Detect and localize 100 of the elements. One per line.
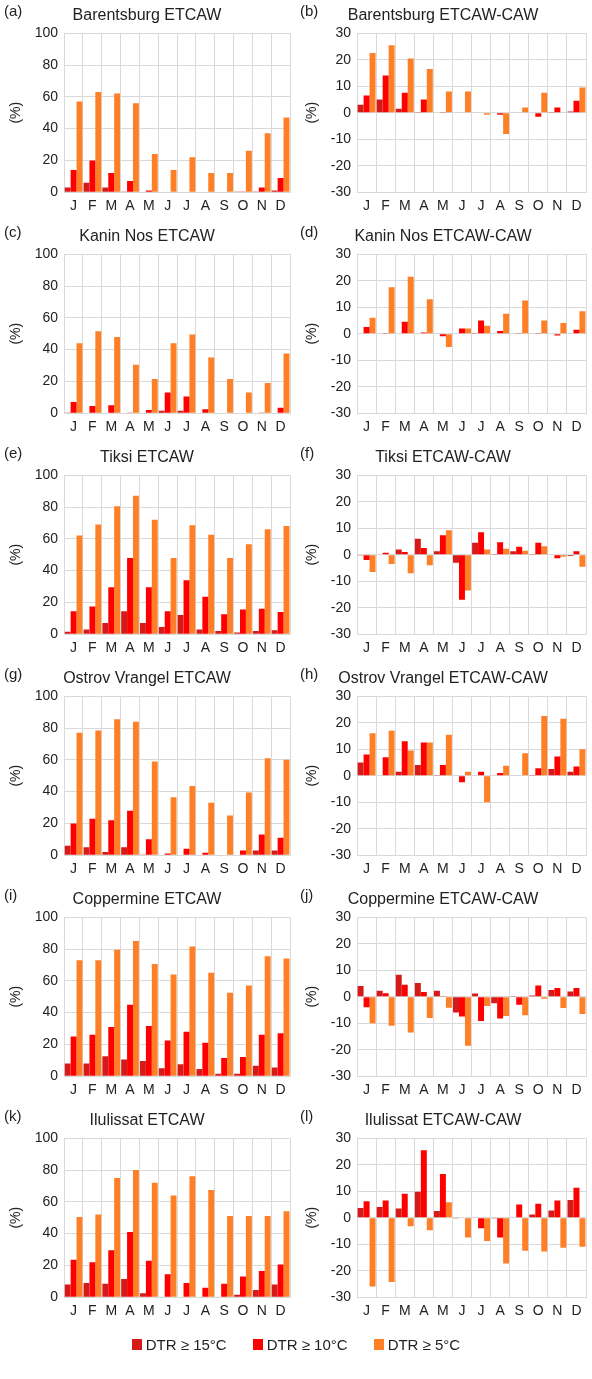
bar bbox=[478, 320, 485, 334]
x-tick-label: M bbox=[105, 639, 118, 656]
bar bbox=[240, 1276, 246, 1297]
y-tick-label: -20 bbox=[330, 1040, 352, 1057]
x-tick-label: F bbox=[381, 639, 390, 656]
bar bbox=[458, 997, 465, 1017]
bar bbox=[560, 718, 567, 776]
bar bbox=[535, 542, 542, 555]
x-tick-label: M bbox=[143, 1302, 155, 1319]
bar bbox=[189, 786, 196, 855]
bar bbox=[445, 530, 452, 555]
bar bbox=[484, 549, 491, 555]
chart-title: Coppermine ETCAW bbox=[72, 890, 223, 908]
x-tick-label: N bbox=[256, 1081, 267, 1098]
y-tick-label: -10 bbox=[330, 1014, 352, 1031]
y-tick-label: 10 bbox=[335, 77, 352, 94]
chart-title: Tiksi ETCAW-CAW bbox=[375, 448, 512, 466]
bar bbox=[102, 1283, 109, 1297]
y-tick-label: 80 bbox=[42, 939, 59, 956]
y-tick-label: -20 bbox=[330, 156, 352, 173]
bar bbox=[258, 1034, 265, 1076]
y-tick-label: 0 bbox=[50, 625, 59, 642]
y-axis-title: (%) bbox=[7, 1206, 24, 1229]
y-tick-label: 80 bbox=[42, 497, 59, 514]
y-tick-label: -30 bbox=[330, 1288, 352, 1305]
bar bbox=[70, 402, 77, 413]
bar bbox=[127, 1004, 133, 1076]
bar bbox=[579, 749, 586, 776]
x-tick-label: D bbox=[275, 197, 286, 214]
x-tick-label: A bbox=[419, 1302, 430, 1319]
bar bbox=[445, 1202, 452, 1218]
bar bbox=[548, 990, 555, 997]
y-tick-label: 20 bbox=[42, 1256, 59, 1273]
x-tick-label: S bbox=[514, 639, 524, 656]
bar bbox=[70, 1259, 77, 1297]
x-tick-label: J bbox=[477, 418, 485, 435]
bar bbox=[535, 113, 542, 117]
y-tick-label: 100 bbox=[34, 687, 59, 704]
bar bbox=[388, 287, 395, 334]
bar bbox=[357, 986, 364, 997]
bar bbox=[114, 93, 121, 192]
chart-title: Tiksi ETCAW bbox=[100, 448, 195, 466]
x-tick-label: M bbox=[143, 860, 155, 877]
bar bbox=[164, 611, 171, 634]
x-tick-label: J bbox=[477, 1302, 485, 1319]
x-tick-label: N bbox=[552, 418, 563, 435]
bar bbox=[271, 850, 278, 855]
bar bbox=[369, 53, 376, 113]
bar bbox=[579, 87, 586, 113]
x-tick-label: S bbox=[514, 1302, 524, 1319]
bar bbox=[541, 92, 548, 113]
bar bbox=[227, 557, 233, 634]
bar bbox=[478, 532, 485, 555]
x-tick-label: J bbox=[182, 639, 190, 656]
bar bbox=[121, 611, 128, 634]
bar bbox=[83, 1063, 90, 1076]
x-tick-label: O bbox=[532, 860, 544, 877]
text: (k) bbox=[4, 1106, 22, 1124]
bar bbox=[145, 587, 152, 634]
x-tick-label: D bbox=[571, 639, 582, 656]
bar bbox=[401, 984, 408, 997]
y-tick-label: 10 bbox=[335, 740, 352, 757]
bar bbox=[388, 1218, 395, 1283]
bar bbox=[108, 820, 115, 855]
x-tick-label: O bbox=[237, 860, 249, 877]
bar bbox=[245, 544, 252, 634]
bar bbox=[388, 997, 395, 1026]
bar bbox=[121, 1278, 128, 1297]
x-tick-label: A bbox=[200, 197, 211, 214]
x-tick-label: A bbox=[419, 639, 430, 656]
x-tick-label: J bbox=[70, 1302, 78, 1319]
y-tick-label: 0 bbox=[343, 1208, 352, 1225]
bar bbox=[401, 741, 408, 776]
bar bbox=[554, 107, 561, 113]
bar bbox=[258, 1270, 265, 1297]
x-tick-label: J bbox=[363, 860, 371, 877]
bar bbox=[245, 392, 252, 413]
x-tick-label: A bbox=[495, 860, 506, 877]
y-tick-label: 0 bbox=[343, 766, 352, 783]
bar bbox=[170, 169, 177, 192]
bar bbox=[357, 104, 364, 113]
bar bbox=[189, 946, 196, 1076]
x-tick-label: J bbox=[458, 418, 466, 435]
x-tick-label: J bbox=[70, 860, 78, 877]
bar bbox=[516, 997, 523, 1005]
x-tick-label: M bbox=[143, 418, 155, 435]
bar bbox=[145, 1260, 152, 1297]
bar bbox=[64, 1284, 71, 1297]
x-tick-label: M bbox=[437, 860, 449, 877]
y-axis-title: (%) bbox=[303, 1206, 320, 1229]
y-tick-label: 40 bbox=[42, 119, 59, 136]
bar bbox=[382, 75, 389, 113]
bar bbox=[127, 810, 133, 855]
bar bbox=[114, 336, 121, 413]
y-axis-title: (%) bbox=[303, 985, 320, 1008]
y-tick-label: 100 bbox=[34, 245, 59, 262]
bar bbox=[132, 364, 139, 413]
bar bbox=[541, 1218, 548, 1252]
x-tick-label: M bbox=[143, 1081, 155, 1098]
y-tick-label: 100 bbox=[34, 24, 59, 41]
